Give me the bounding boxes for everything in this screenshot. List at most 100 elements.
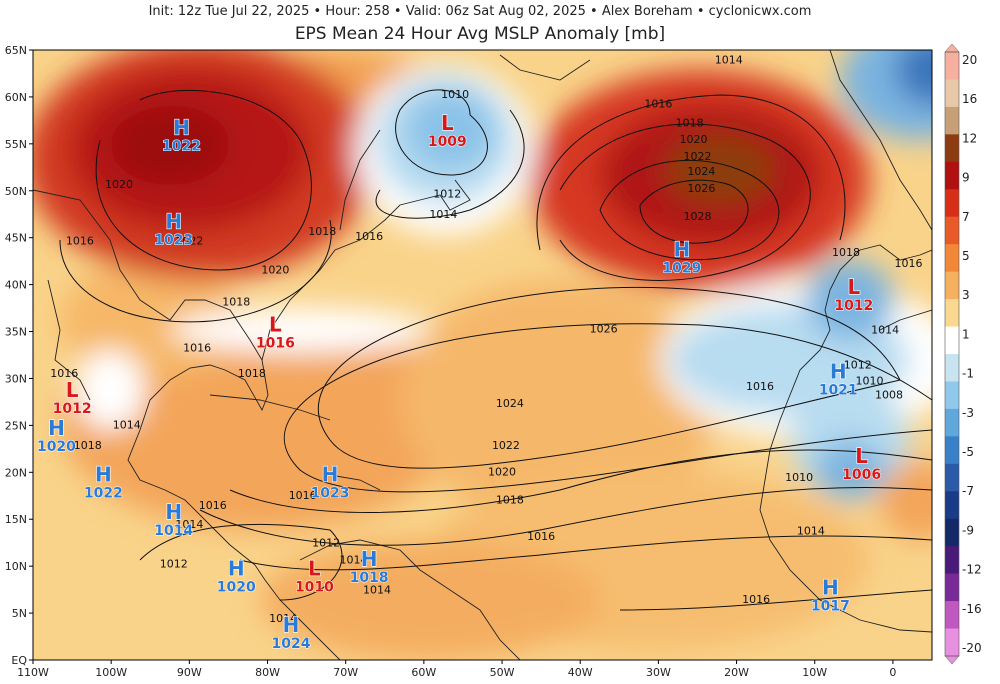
isobar-label: 1010 bbox=[441, 88, 469, 101]
colorbar-swatch bbox=[945, 436, 959, 465]
lat-label: 50N bbox=[5, 185, 27, 198]
coastlines bbox=[33, 50, 932, 660]
isobar-label: 1016 bbox=[644, 97, 672, 110]
high-letter: H bbox=[165, 500, 182, 524]
center-value: 1022 bbox=[84, 486, 123, 502]
lon-label: 40W bbox=[568, 666, 593, 679]
isobar-label: 1028 bbox=[683, 210, 711, 223]
high-letter: H bbox=[830, 359, 847, 383]
colorbar-label: 16 bbox=[962, 92, 977, 106]
isobar-label: 1022 bbox=[175, 235, 203, 248]
isobar-label: 1012 bbox=[160, 557, 188, 570]
header-info: Init: 12z Tue Jul 22, 2025 • Hour: 258 •… bbox=[148, 4, 812, 19]
lon-label: 30W bbox=[646, 666, 671, 679]
lat-label: 30N bbox=[5, 372, 27, 385]
isobar-label: 1010 bbox=[785, 471, 813, 484]
colorbar-label: 7 bbox=[962, 210, 970, 224]
isobar-label: 1016 bbox=[183, 341, 211, 354]
low-letter: L bbox=[66, 378, 79, 402]
high-letter: H bbox=[95, 463, 112, 487]
isobar-label: 1014 bbox=[340, 554, 368, 567]
center-value: 1009 bbox=[428, 134, 467, 150]
colorbar-swatch bbox=[945, 381, 959, 410]
colorbar-swatch bbox=[945, 216, 959, 245]
isobar-label: 1018 bbox=[676, 116, 704, 129]
colorbar-swatch bbox=[945, 106, 959, 135]
colorbar-swatch bbox=[945, 79, 959, 108]
lat-label: 60N bbox=[5, 91, 27, 104]
colorbar-label: -9 bbox=[962, 523, 974, 537]
isobar-label: 1018 bbox=[832, 246, 860, 259]
high-letter: H bbox=[822, 575, 839, 599]
colorbar-swatch bbox=[945, 189, 959, 218]
isobar-label: 1018 bbox=[308, 225, 336, 238]
lat-label: 15N bbox=[5, 513, 27, 526]
low-letter: L bbox=[847, 275, 860, 299]
colorbar-label: -3 bbox=[962, 406, 974, 420]
colorbar-label: -20 bbox=[962, 641, 982, 655]
isobar-labels: 1014 1010 1016 1018 1020 1022 1024 1026 1028 1012… bbox=[50, 53, 922, 624]
isobar-label: 1016 bbox=[289, 489, 317, 502]
isobar-label: 1016 bbox=[895, 257, 923, 270]
lat-label: 45N bbox=[5, 232, 27, 245]
isobar-label: 1008 bbox=[875, 388, 903, 401]
colorbar-swatch bbox=[945, 628, 959, 657]
high-letter: H bbox=[283, 613, 300, 637]
lat-label: 65N bbox=[5, 44, 27, 57]
low-letter: L bbox=[308, 557, 321, 581]
isobar-label: 1024 bbox=[496, 397, 524, 410]
lat-label: EQ bbox=[11, 654, 27, 667]
lon-label: 100W bbox=[95, 666, 127, 679]
lat-label: 40N bbox=[5, 279, 27, 292]
center-value: 1018 bbox=[350, 570, 389, 586]
lon-label: 50W bbox=[490, 666, 515, 679]
center-value: 1029 bbox=[662, 260, 701, 276]
pressure-centers: H1022H1023L1009H1029L1012L1016L1012H1020… bbox=[36, 110, 881, 652]
center-value: 1012 bbox=[834, 298, 873, 314]
colorbar: 20 16 12 9 7 5 3 1 -1 -3 -5 -7 -9 -12 -16 -20 bbox=[944, 43, 982, 665]
colorbar-label: 5 bbox=[962, 249, 970, 263]
isobar-label: 1014 bbox=[871, 324, 899, 337]
isobar-label: 1012 bbox=[312, 537, 340, 550]
colorbar-swatch bbox=[945, 463, 959, 492]
lon-label: 110W bbox=[17, 666, 49, 679]
isobar-label: 1014 bbox=[715, 53, 743, 66]
isobar-label: 1010 bbox=[855, 374, 883, 387]
colorbar-label: 9 bbox=[962, 171, 970, 185]
lon-label: 60W bbox=[411, 666, 436, 679]
isobar-label: 1016 bbox=[199, 499, 227, 512]
lat-label: 25N bbox=[5, 419, 27, 432]
colorbar-label: 3 bbox=[962, 288, 970, 302]
isobar-label: 1016 bbox=[50, 367, 78, 380]
colorbar-label: -16 bbox=[962, 602, 982, 616]
isobar-label: 1014 bbox=[175, 518, 203, 531]
isobar-label: 1026 bbox=[590, 323, 618, 336]
colorbar-swatch bbox=[945, 244, 959, 273]
isobar-label: 1026 bbox=[687, 182, 715, 195]
center-value: 1023 bbox=[154, 232, 193, 248]
center-value: 1010 bbox=[295, 580, 334, 596]
center-value: 1021 bbox=[819, 382, 858, 398]
lon-label: 20W bbox=[724, 666, 749, 679]
center-value: 1023 bbox=[311, 486, 350, 502]
colorbar-swatch bbox=[945, 299, 959, 328]
high-letter: H bbox=[361, 547, 378, 571]
center-value: 1020 bbox=[217, 580, 256, 596]
center-value: 1024 bbox=[271, 636, 310, 652]
map-title: EPS Mean 24 Hour Avg MSLP Anomaly [mb] bbox=[294, 24, 666, 44]
isobar-label: 1016 bbox=[355, 230, 383, 243]
colorbar-swatch bbox=[945, 161, 959, 190]
isobar-label: 1012 bbox=[844, 358, 872, 371]
colorbar-frame bbox=[944, 51, 960, 657]
colorbar-label: 12 bbox=[962, 131, 977, 145]
lon-label: 90W bbox=[177, 666, 202, 679]
